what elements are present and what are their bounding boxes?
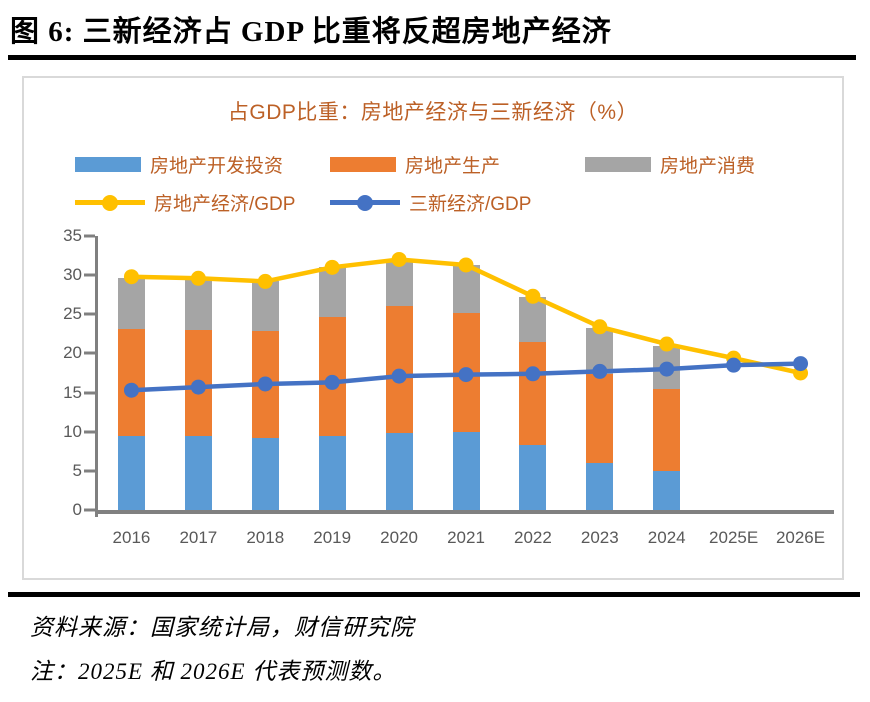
invest-swatch (75, 157, 141, 172)
line-marker (257, 376, 273, 392)
line-swatch-marker-icon (357, 194, 373, 211)
y-axis-tick (84, 391, 95, 395)
x-axis-label: 2022 (513, 528, 552, 547)
x-axis-label: 2016 (112, 528, 151, 547)
y-axis-tick (84, 273, 95, 277)
consumption-swatch (585, 157, 651, 172)
legend-item-production: 房地产生产 (330, 151, 500, 178)
y-axis-label: 5 (72, 460, 82, 480)
y-axis-label: 20 (63, 343, 82, 363)
production-swatch (330, 157, 396, 172)
line-marker (391, 251, 407, 267)
realestate-gdp-line (131, 257, 802, 376)
y-axis-tick (84, 430, 95, 434)
title-rule (8, 55, 856, 60)
line-marker (257, 273, 273, 289)
bar-segment (586, 463, 614, 510)
plot-area: 0 5 10 15 20 25 30 35 2016 2017 2018 2019 2020 2021 20… (63, 226, 834, 547)
bar-segment (184, 436, 212, 510)
bar-segment (385, 432, 413, 510)
y-axis-tick (84, 351, 95, 355)
figure-title: 图 6: 三新经济占 GDP 比重将反超房地产经济 (10, 16, 612, 48)
x-axis-label: 2026E (775, 528, 826, 547)
note-text: 注：2025E 和 2026E 代表预测数。 (30, 659, 397, 684)
y-axis-label: 0 (72, 500, 82, 519)
line-swatch-marker-icon (102, 194, 118, 211)
bar-segment (653, 389, 681, 471)
line-layer (123, 251, 809, 398)
legend-item-consumption: 房地产消费 (585, 151, 755, 178)
bar-segment (251, 437, 279, 510)
line-marker (324, 259, 340, 275)
bottom-rule (8, 592, 860, 597)
y-axis-label: 10 (63, 421, 82, 441)
legend-label: 房地产生产 (405, 156, 501, 177)
y-axis-tail (95, 510, 98, 517)
y-axis-label: 35 (63, 226, 82, 245)
source-text: 资料来源：国家统计局，财信研究院 (30, 615, 414, 640)
line-marker (525, 288, 541, 304)
x-axis-label: 2017 (179, 528, 218, 547)
line-marker (123, 269, 139, 285)
threenew-line-swatch (330, 194, 400, 211)
line-marker (726, 357, 742, 373)
bar-segment (318, 267, 346, 318)
legend-item-threenew-line: 三新经济/GDP (330, 189, 531, 216)
line-marker (659, 361, 675, 377)
bar-segment (318, 436, 346, 510)
line-marker (592, 319, 608, 335)
x-axis-label: 2021 (447, 528, 485, 547)
line-marker (190, 270, 206, 286)
bar-segment (184, 279, 212, 330)
y-axis-label: 15 (63, 382, 82, 402)
y-axis-tick (84, 508, 95, 512)
bar-segment (519, 297, 547, 342)
x-axis-label: 2023 (580, 528, 619, 547)
bar-segment (452, 431, 480, 510)
bar-segment (519, 341, 547, 446)
line-marker (190, 379, 206, 395)
chart-panel: 占GDP比重：房地产经济与三新经济（%） 房地产开发投资 房地产生产 房地产消费… (22, 76, 844, 580)
bar-segment (385, 259, 413, 307)
line-marker (525, 366, 541, 382)
legend-item-realestate-line: 房地产经济/GDP (75, 189, 295, 216)
legend-label: 三新经济/GDP (409, 194, 532, 215)
bar-segment (653, 470, 681, 510)
legend-label: 房地产开发投资 (150, 156, 284, 177)
bar-segment (586, 373, 614, 464)
bar-segment (251, 281, 279, 331)
bar-segment (117, 436, 145, 510)
line-marker (324, 374, 340, 390)
y-axis-tick (84, 234, 95, 238)
chart-title: 占GDP比重：房地产经济与三新经济（%） (227, 101, 639, 124)
bar-segment (452, 264, 480, 313)
line-marker (793, 356, 809, 372)
legend-label: 房地产经济/GDP (154, 194, 296, 215)
legend-label: 房地产消费 (660, 156, 756, 177)
y-axis-tick (84, 469, 95, 473)
line-marker (458, 257, 474, 273)
legend-item-invest: 房地产开发投资 (75, 151, 283, 178)
x-axis-label: 2024 (647, 528, 686, 547)
line-marker (391, 368, 407, 384)
x-axis-label: 2025E (709, 528, 759, 547)
line-marker (659, 336, 675, 352)
x-axis-label: 2020 (380, 528, 418, 547)
realestate-line-swatch (75, 194, 145, 211)
y-axis-label: 30 (63, 265, 82, 285)
bar-segment (117, 277, 145, 330)
line-marker (458, 367, 474, 383)
y-axis-tick (84, 312, 95, 316)
bar-segment (519, 445, 547, 510)
x-axis-label: 2018 (246, 528, 285, 547)
line-marker (123, 382, 139, 398)
x-axis-label: 2019 (313, 528, 352, 547)
line-marker (592, 363, 608, 379)
y-axis-label: 25 (63, 304, 82, 324)
